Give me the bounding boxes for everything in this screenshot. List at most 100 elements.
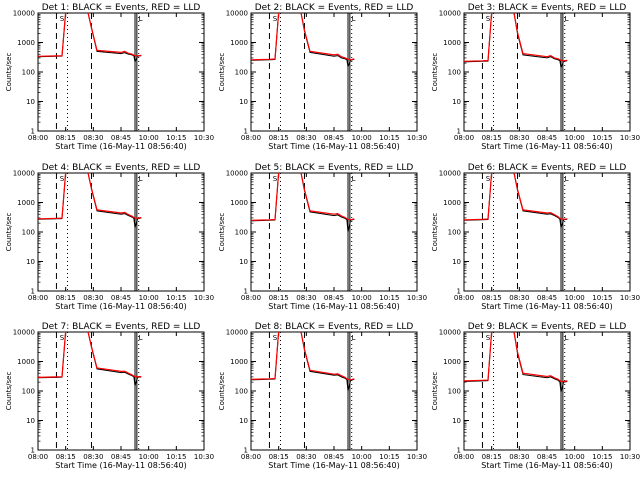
x-tick-label: 08:30 [83, 453, 103, 461]
panel-det-4: 1 10 100 1000 10000 08:00 08:15 08:30 08:45 10:00… [5, 163, 214, 311]
panel-det-9: 1 10 100 1000 10000 08:00 08:15 08:30 08:45 10:00… [431, 322, 640, 470]
y-tick-label: 1 [457, 128, 461, 136]
x-tick-label: 10:30 [407, 294, 427, 302]
y-tick-label: 10 [26, 98, 35, 106]
series-lld-line [38, 13, 142, 57]
marker-label: L [139, 15, 143, 23]
y-tick-label: 10000 [13, 329, 35, 337]
y-tick-label: 10 [452, 258, 461, 266]
panel-det-7: 1 10 100 1000 10000 08:00 08:15 08:30 08:45 10:00… [5, 322, 214, 470]
panel-title: Det 5: BLACK = Events, RED = LLD [255, 163, 414, 173]
x-axis-label: Start Time (16-May-11 08:56:40) [268, 142, 399, 151]
marker-label: L [139, 175, 143, 183]
x-tick-label: 08:45 [537, 294, 557, 302]
y-tick-label: 1 [244, 128, 248, 136]
series-lld-line [464, 13, 568, 62]
x-tick-label: 08:30 [83, 294, 103, 302]
y-tick-label: 100 [235, 388, 248, 396]
panel-det-2: 1 10 100 1000 10000 08:00 08:15 08:30 08:45 10:00… [218, 3, 427, 151]
marker-label: S [273, 15, 278, 23]
series-lld-line [38, 173, 142, 220]
x-tick-label: 08:45 [111, 294, 131, 302]
marker-label: L [565, 175, 569, 183]
panel-title: Det 3: BLACK = Events, RED = LLD [468, 3, 627, 13]
panel-det-6: 1 10 100 1000 10000 08:00 08:15 08:30 08:45 10:00… [431, 163, 640, 311]
x-tick-label: 10:00 [352, 294, 372, 302]
marker-label: S [486, 334, 491, 342]
x-tick-label: 10:30 [194, 134, 214, 142]
marker-label: S [60, 175, 65, 183]
y-tick-label: 1 [244, 288, 248, 296]
x-tick-label: 10:30 [620, 294, 640, 302]
x-tick-label: 08:30 [509, 134, 529, 142]
x-tick-label: 10:00 [565, 294, 585, 302]
panel-title: Det 6: BLACK = Events, RED = LLD [468, 163, 627, 173]
y-tick-label: 1000 [230, 358, 248, 366]
x-tick-label: 10:15 [592, 453, 612, 461]
x-tick-label: 08:15 [269, 134, 289, 142]
x-tick-label: 10:00 [139, 453, 159, 461]
y-tick-label: 1000 [230, 39, 248, 47]
marker-label: S [273, 175, 278, 183]
y-tick-label: 1 [457, 288, 461, 296]
y-axis-label: Counts/sec [5, 53, 13, 92]
y-tick-label: 10000 [13, 10, 35, 18]
marker-label: L [139, 334, 143, 342]
series-lld-line [38, 332, 142, 378]
y-tick-label: 1000 [443, 199, 461, 207]
x-tick-label: 08:00 [454, 294, 474, 302]
x-tick-label: 08:00 [241, 294, 261, 302]
y-tick-label: 10 [26, 258, 35, 266]
x-axis-label: Start Time (16-May-11 08:56:40) [481, 461, 612, 470]
x-tick-label: 10:15 [166, 453, 186, 461]
y-tick-label: 1 [31, 288, 35, 296]
y-tick-label: 100 [235, 229, 248, 237]
x-tick-label: 08:00 [241, 453, 261, 461]
x-tick-label: 10:15 [379, 134, 399, 142]
marker-label: L [565, 15, 569, 23]
x-tick-label: 08:15 [269, 294, 289, 302]
x-tick-label: 08:45 [537, 453, 557, 461]
x-tick-label: 08:30 [509, 453, 529, 461]
plot-frame [463, 12, 631, 132]
panel-det-1: 1 10 100 1000 10000 08:00 08:15 08:30 08:45 10:00… [5, 3, 214, 151]
x-tick-label: 08:45 [537, 134, 557, 142]
y-axis-label: Counts/sec [218, 372, 226, 411]
x-tick-label: 08:15 [56, 453, 76, 461]
plot-frame [37, 331, 205, 451]
x-tick-label: 08:30 [296, 453, 316, 461]
panel-det-5: 1 10 100 1000 10000 08:00 08:15 08:30 08:45 10:00… [218, 163, 427, 311]
x-tick-label: 08:45 [324, 294, 344, 302]
marker-label: S [486, 175, 491, 183]
y-tick-label: 10 [452, 417, 461, 425]
y-tick-label: 1 [31, 447, 35, 455]
y-tick-label: 10000 [13, 170, 35, 178]
y-tick-label: 10000 [226, 10, 248, 18]
x-axis-label: Start Time (16-May-11 08:56:40) [481, 142, 612, 151]
plot-frame [37, 172, 205, 292]
y-tick-label: 1 [244, 447, 248, 455]
x-tick-label: 08:15 [482, 134, 502, 142]
x-tick-label: 08:45 [324, 134, 344, 142]
y-axis-label: Counts/sec [431, 53, 439, 92]
x-tick-label: 10:00 [352, 453, 372, 461]
x-tick-label: 08:00 [454, 453, 474, 461]
plot-frame [250, 331, 418, 451]
marker-label: S [60, 334, 65, 342]
x-tick-label: 10:15 [592, 134, 612, 142]
y-axis-label: Counts/sec [218, 213, 226, 252]
series-lld-line [251, 173, 355, 221]
y-axis-label: Counts/sec [218, 53, 226, 92]
marker-label: L [352, 15, 356, 23]
x-tick-label: 08:15 [56, 294, 76, 302]
x-axis-label: Start Time (16-May-11 08:56:40) [55, 461, 186, 470]
y-axis-label: Counts/sec [431, 213, 439, 252]
y-tick-label: 1000 [17, 199, 35, 207]
x-tick-label: 08:15 [482, 294, 502, 302]
panel-title: Det 2: BLACK = Events, RED = LLD [255, 3, 414, 13]
x-tick-label: 08:30 [509, 294, 529, 302]
y-tick-label: 10000 [439, 170, 461, 178]
y-axis-label: Counts/sec [5, 213, 13, 252]
x-tick-label: 08:00 [28, 453, 48, 461]
marker-label: L [352, 175, 356, 183]
